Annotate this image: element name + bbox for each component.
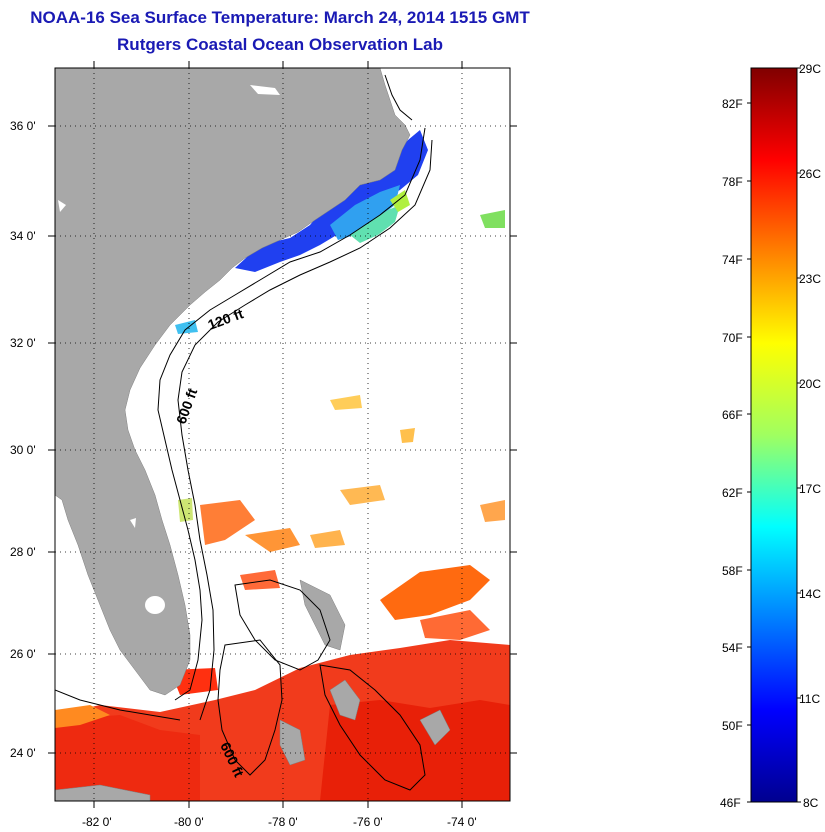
lat-label-34: 34 0' xyxy=(10,229,36,243)
lat-label-30: 30 0' xyxy=(10,443,36,457)
colorbar-label-11c: 11C xyxy=(799,692,820,706)
lakes xyxy=(58,85,280,614)
lon-label-82: -82 0' xyxy=(82,815,112,829)
land xyxy=(55,68,451,801)
depth-contours xyxy=(55,74,433,791)
lon-label-74: -74 0' xyxy=(447,815,477,829)
map-title: NOAA-16 Sea Surface Temperature: March 2… xyxy=(30,8,530,27)
colorbar-label-23c: 23C xyxy=(799,272,821,286)
graticule xyxy=(55,68,510,801)
colorbar xyxy=(750,67,798,803)
map-subtitle: Rutgers Coastal Ocean Observation Lab xyxy=(117,35,443,54)
lon-label-78: -78 0' xyxy=(268,815,298,829)
lat-label-32: 32 0' xyxy=(10,336,36,350)
map-ticks xyxy=(48,61,517,808)
colorbar-label-62f: 62F xyxy=(722,486,743,500)
colorbar-label-17c: 17C xyxy=(799,482,821,496)
colorbar-label-8c: 8C xyxy=(803,796,819,810)
colorbar-label-26c: 26C xyxy=(799,167,821,181)
lat-label-28: 28 0' xyxy=(10,545,36,559)
colorbar-label-20c: 20C xyxy=(799,377,821,391)
lat-label-26: 26 0' xyxy=(10,647,36,661)
lat-label-24: 24 0' xyxy=(10,746,36,760)
colorbar-label-14c: 14C xyxy=(799,587,821,601)
colorbar-label-66f: 66F xyxy=(722,408,743,422)
colorbar-label-54f: 54F xyxy=(722,641,743,655)
colorbar-label-74f: 74F xyxy=(722,253,743,267)
colorbar-ticks xyxy=(747,67,801,803)
colorbar-label-50f: 50F xyxy=(722,719,743,733)
lon-label-80: -80 0' xyxy=(174,815,204,829)
colorbar-label-58f: 58F xyxy=(722,564,743,578)
colorbar-label-82f: 82F xyxy=(722,97,743,111)
colorbar-label-78f: 78F xyxy=(722,175,743,189)
lon-label-76: -76 0' xyxy=(353,815,383,829)
lat-label-36: 36 0' xyxy=(10,119,36,133)
colorbar-label-46f: 46F xyxy=(720,796,741,810)
colorbar-label-70f: 70F xyxy=(722,331,743,345)
colorbar-label-29c: 29C xyxy=(799,62,821,76)
